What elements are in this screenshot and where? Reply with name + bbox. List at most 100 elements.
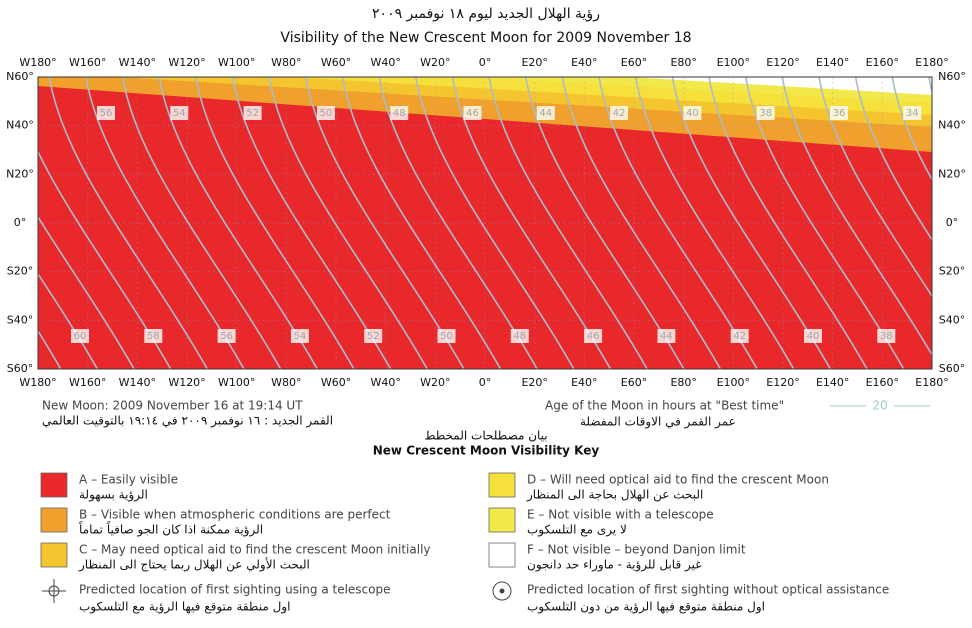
contour-label: 38 xyxy=(759,108,772,119)
contour-line xyxy=(268,77,428,369)
contour-label-box xyxy=(71,329,89,343)
lon-label: E120° xyxy=(766,376,799,389)
zone-label-arabic: البحث عن الهلال بحاجة الى المنظار xyxy=(526,488,703,503)
lon-label: E100° xyxy=(717,376,750,389)
contour-label: 56 xyxy=(220,331,233,342)
key-title-arabic: بيان مصطلحات المخطط xyxy=(424,429,547,443)
lon-label: W140° xyxy=(119,376,156,389)
contour-label-box xyxy=(584,329,603,343)
lon-label: E20° xyxy=(521,56,547,69)
zone-swatch xyxy=(488,542,516,568)
contour-line xyxy=(38,215,135,369)
contour-label: 52 xyxy=(367,331,380,342)
contour-line xyxy=(525,77,685,369)
contour-line xyxy=(598,77,758,369)
lat-label: S40° xyxy=(939,313,965,326)
contour-label-box xyxy=(170,106,189,120)
lon-label: W60° xyxy=(321,56,351,69)
lon-label: E180° xyxy=(915,56,948,69)
lon-label: W20° xyxy=(420,56,450,69)
contour-label: 48 xyxy=(393,108,406,119)
zone-label: A – Easily visible xyxy=(79,473,178,487)
zone-label-arabic: غير قابل للرؤية - ماوراء حد دانجون xyxy=(527,558,702,573)
lon-label: W40° xyxy=(370,376,400,389)
contour-label: 46 xyxy=(466,108,479,119)
age-key-box xyxy=(866,398,894,414)
lon-label: E40° xyxy=(571,56,597,69)
age-key-arabic: عمر القمر في الاوقات المفضلة xyxy=(580,415,736,430)
lon-label: W100° xyxy=(218,376,255,389)
contour-line xyxy=(195,77,355,369)
contour-label-box xyxy=(463,106,482,120)
lon-label: E60° xyxy=(621,56,647,69)
lat-label: S60° xyxy=(939,362,965,375)
zone-swatch xyxy=(40,542,68,568)
contour-line xyxy=(781,77,932,357)
lon-label: W180° xyxy=(19,56,56,69)
zone-label: D – Will need optical aid to find the cr… xyxy=(527,473,829,487)
contour-line xyxy=(634,77,795,369)
lat-label: N20° xyxy=(938,167,966,180)
contour-label: 38 xyxy=(880,331,893,342)
contour-line xyxy=(488,77,648,369)
contour-line xyxy=(48,77,209,369)
contour-label: 40 xyxy=(807,331,820,342)
lon-label: W140° xyxy=(119,56,156,69)
contour-line xyxy=(38,149,172,369)
lat-label: S40° xyxy=(7,313,33,326)
lat-label: N40° xyxy=(6,119,34,132)
marker-label: Predicted location of first sighting wit… xyxy=(527,583,889,597)
new-moon-text: New Moon: 2009 November 16 at 19:14 UT xyxy=(42,399,303,413)
contour-label-box xyxy=(144,329,163,343)
lon-label: E180° xyxy=(915,376,948,389)
contour-label-box xyxy=(804,329,822,343)
contour-line xyxy=(708,77,868,369)
zone-label-arabic: الرؤية ممكنة اذا كان الجو صافياً تماماً xyxy=(79,521,263,538)
eye-marker xyxy=(492,581,512,601)
lon-label: W120° xyxy=(168,376,205,389)
contour-label: 56 xyxy=(100,108,113,119)
contour-label: 50 xyxy=(440,331,453,342)
lon-label: E160° xyxy=(866,376,899,389)
lon-label: E80° xyxy=(670,56,696,69)
lon-label: W60° xyxy=(321,376,351,389)
contour-label: 34 xyxy=(906,108,919,119)
contour-label-box xyxy=(830,106,848,120)
contour-label-box xyxy=(756,106,775,120)
contour-label-box xyxy=(610,106,629,120)
contour-line xyxy=(744,77,905,369)
contour-label-box xyxy=(316,106,335,120)
contour-label: 44 xyxy=(539,108,552,119)
zone-label-arabic: الرؤية بسهولة xyxy=(79,488,148,503)
lat-label: S20° xyxy=(7,265,33,278)
contour-label-box xyxy=(536,106,555,120)
lon-label: E160° xyxy=(866,56,899,69)
marker-label-arabic: اول منطقة متوقع فيها الرؤية مع التلسكوب xyxy=(79,600,290,615)
lon-label: 0° xyxy=(479,56,492,69)
zone-swatch xyxy=(40,507,68,533)
lon-label: E60° xyxy=(621,376,647,389)
contour-line xyxy=(451,77,612,369)
key-title: New Crescent Moon Visibility Key xyxy=(373,444,600,458)
lon-label: E80° xyxy=(670,376,696,389)
lon-label: W160° xyxy=(69,376,106,389)
lon-label: W180° xyxy=(19,376,56,389)
zone-label: B – Visible when atmospheric conditions … xyxy=(79,508,391,522)
contour-label: 36 xyxy=(833,108,846,119)
lat-label: S60° xyxy=(7,362,33,375)
lon-label: E40° xyxy=(571,376,597,389)
contour-line xyxy=(38,272,99,369)
new-moon-arabic: القمر الجديد : ١٦ نوفمبر ٢٠٠٩ في ١٩:١٤ ب… xyxy=(42,414,333,429)
lon-label: 0° xyxy=(479,376,492,389)
zone-label-arabic: البحث الأولي عن الهلال ربما يحتاج الى ال… xyxy=(78,557,310,573)
contour-label: 42 xyxy=(733,331,746,342)
contour-label: 58 xyxy=(147,331,160,342)
contour-line xyxy=(378,77,538,369)
contour-line xyxy=(966,77,972,369)
contour-label-box xyxy=(730,329,749,343)
contour-label: 46 xyxy=(587,331,600,342)
marker-label-arabic: اول منطقة متوقع فيها الرؤية من دون التلس… xyxy=(527,600,765,615)
zone-label-arabic: لا يرى مع التلسكوب xyxy=(527,523,627,538)
